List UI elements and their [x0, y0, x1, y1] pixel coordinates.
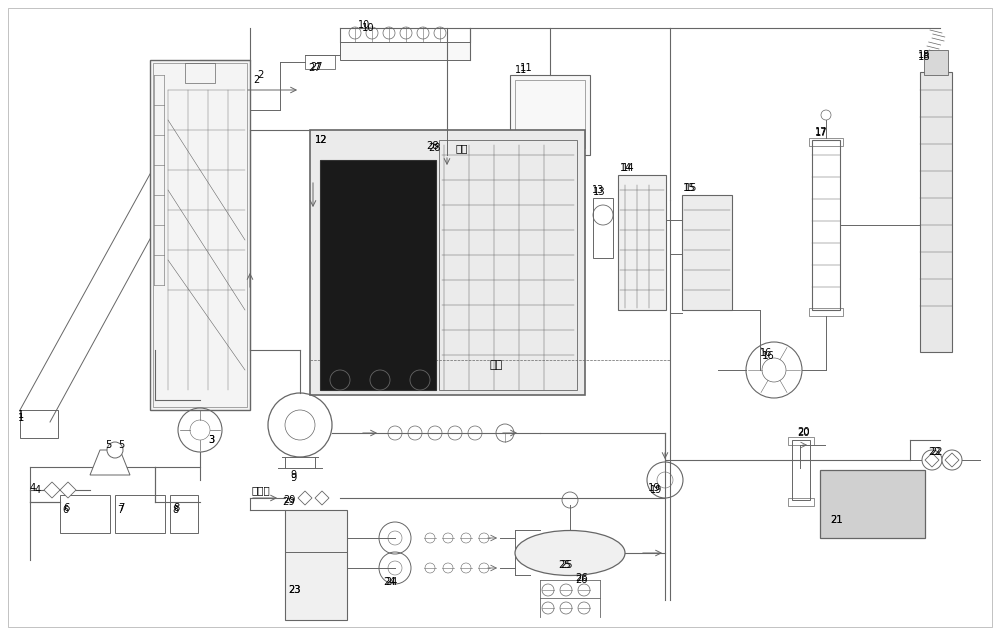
Text: 23: 23	[288, 585, 300, 595]
Text: 16: 16	[762, 351, 775, 361]
Bar	[60, 495, 110, 533]
Text: 10: 10	[358, 20, 370, 30]
Text: 18: 18	[918, 52, 931, 62]
Text: 28: 28	[426, 141, 439, 151]
Text: 27: 27	[308, 63, 321, 73]
Text: 14: 14	[622, 163, 635, 173]
Text: 29: 29	[282, 497, 295, 507]
Text: 22: 22	[928, 447, 941, 457]
Text: 9: 9	[290, 473, 296, 483]
Polygon shape	[90, 450, 130, 475]
Bar	[682, 195, 732, 310]
Text: 20: 20	[797, 428, 809, 438]
Bar	[809, 308, 843, 316]
Bar	[515, 80, 585, 148]
Bar	[340, 42, 470, 60]
Text: 7: 7	[118, 503, 124, 513]
Text: 24: 24	[383, 577, 396, 587]
Text: 2: 2	[257, 70, 263, 80]
Bar	[150, 60, 250, 410]
Text: 22: 22	[930, 447, 942, 457]
Text: 13: 13	[592, 185, 604, 195]
Bar	[820, 470, 925, 538]
Text: 21: 21	[830, 515, 842, 525]
Text: 29: 29	[283, 495, 295, 505]
Bar	[788, 498, 814, 506]
Text: 1: 1	[18, 413, 24, 423]
Text: 12: 12	[315, 135, 328, 145]
Text: 16: 16	[760, 348, 772, 358]
Bar	[809, 138, 843, 146]
Text: 12: 12	[315, 135, 327, 145]
Text: 13: 13	[593, 187, 606, 197]
Text: 19: 19	[648, 483, 661, 493]
Bar	[115, 495, 165, 533]
Text: 4: 4	[30, 483, 36, 493]
Text: 25: 25	[558, 560, 571, 570]
Text: 燃气: 燃气	[490, 360, 503, 370]
Text: 20: 20	[797, 427, 810, 437]
Text: 5: 5	[118, 440, 124, 450]
Bar	[170, 495, 198, 533]
Text: 14: 14	[620, 163, 632, 173]
Bar	[439, 140, 577, 390]
Text: 11: 11	[515, 65, 527, 75]
Circle shape	[942, 450, 962, 470]
Text: 8: 8	[172, 505, 178, 515]
Text: 2: 2	[253, 75, 259, 85]
Text: 18: 18	[918, 50, 930, 60]
Text: 17: 17	[815, 127, 827, 137]
Bar	[812, 140, 840, 310]
Text: 23: 23	[288, 585, 301, 595]
Text: 26: 26	[575, 575, 587, 585]
Bar	[320, 160, 436, 390]
Polygon shape	[60, 482, 76, 498]
Text: 27: 27	[310, 62, 322, 72]
Polygon shape	[945, 453, 959, 467]
Polygon shape	[44, 482, 60, 498]
Text: 21: 21	[830, 515, 843, 525]
Text: 15: 15	[683, 183, 696, 193]
Text: 11: 11	[520, 63, 533, 73]
Text: 3: 3	[208, 435, 214, 445]
Polygon shape	[315, 491, 329, 505]
Text: 15: 15	[685, 183, 697, 193]
Polygon shape	[298, 491, 312, 505]
Bar	[593, 198, 613, 258]
Ellipse shape	[515, 530, 625, 575]
Bar	[185, 63, 215, 83]
Bar	[924, 50, 948, 75]
Bar	[305, 55, 335, 69]
Bar	[788, 437, 814, 445]
Text: 去盐水: 去盐水	[252, 485, 271, 495]
Text: 26: 26	[575, 573, 588, 583]
Text: 28: 28	[428, 143, 440, 153]
Text: 蒸汽: 蒸汽	[455, 143, 468, 153]
Text: 10: 10	[362, 23, 375, 33]
Circle shape	[922, 450, 942, 470]
Bar	[792, 440, 810, 500]
Bar	[920, 72, 952, 352]
Text: 8: 8	[173, 503, 179, 513]
Text: 19: 19	[650, 485, 662, 495]
Text: 24: 24	[385, 577, 397, 587]
Bar	[285, 510, 347, 620]
Text: 17: 17	[815, 128, 828, 138]
Text: 1: 1	[18, 410, 24, 420]
Bar	[510, 75, 590, 155]
Text: 7: 7	[117, 505, 123, 515]
Text: 6: 6	[62, 505, 68, 515]
Text: 5: 5	[105, 440, 111, 450]
Text: 25: 25	[560, 560, 572, 570]
Circle shape	[107, 442, 123, 458]
Text: 6: 6	[63, 503, 69, 513]
Bar	[20, 410, 58, 438]
Text: 3: 3	[208, 435, 214, 445]
Text: 9: 9	[290, 470, 296, 480]
Polygon shape	[925, 453, 939, 467]
Bar	[153, 63, 247, 407]
Bar	[618, 175, 666, 310]
Bar	[310, 130, 585, 395]
Text: 4: 4	[35, 485, 41, 495]
